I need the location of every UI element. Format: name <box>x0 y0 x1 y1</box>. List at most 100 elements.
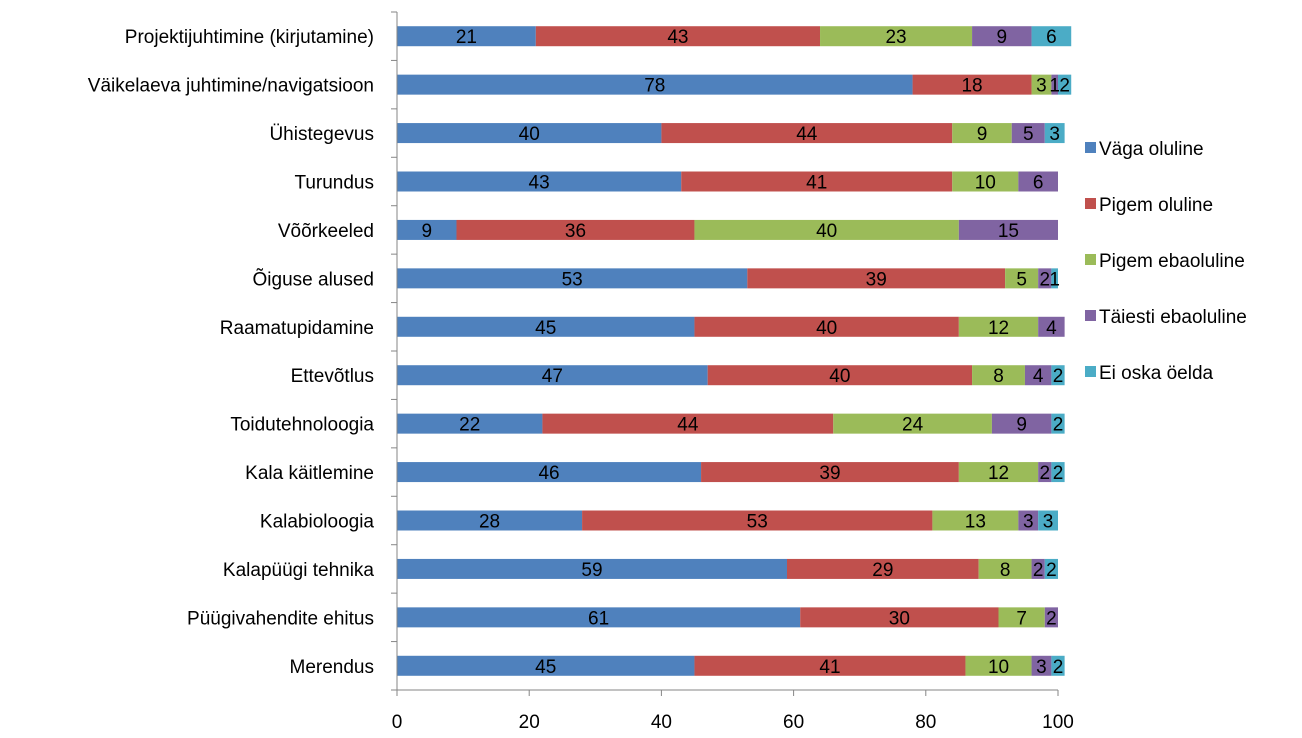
bar-segment <box>397 510 583 531</box>
bar-segment <box>535 26 821 47</box>
data-label: 30 <box>889 608 910 629</box>
data-label: 3 <box>1036 76 1047 97</box>
data-label: 21 <box>456 27 477 48</box>
data-label: 39 <box>866 269 887 290</box>
x-tick-label: 60 <box>783 712 804 733</box>
bar-segment <box>972 26 1032 47</box>
data-label: 23 <box>885 27 906 48</box>
bar-segment <box>694 219 959 240</box>
data-label: 4 <box>1033 366 1044 387</box>
data-label: 9 <box>1016 415 1027 436</box>
data-label: 43 <box>529 173 550 194</box>
data-label: 40 <box>816 221 837 242</box>
data-label: 47 <box>542 366 563 387</box>
data-label: 45 <box>535 318 556 339</box>
bar-segment <box>1044 558 1058 579</box>
data-label: 39 <box>819 463 840 484</box>
bar-segment <box>1044 123 1065 144</box>
data-label: 41 <box>819 657 840 678</box>
legend-swatch <box>1085 366 1096 377</box>
data-label: 78 <box>644 76 665 97</box>
bar-segment <box>397 74 913 95</box>
bar-segment <box>1051 655 1065 676</box>
data-label: 12 <box>988 463 1009 484</box>
data-label: 22 <box>459 415 480 436</box>
data-label: 6 <box>1046 27 1057 48</box>
category-label: Kalabioloogia <box>260 512 375 533</box>
x-tick-label: 80 <box>915 712 936 733</box>
bar-segment <box>958 462 1039 483</box>
bar-segment <box>1051 365 1065 386</box>
data-label: 5 <box>1023 124 1034 145</box>
bar-segment <box>694 316 959 337</box>
data-label: 2 <box>1039 463 1050 484</box>
category-label: Toidutehnoloogia <box>230 415 374 436</box>
data-label: 2 <box>1053 415 1064 436</box>
bar-segment <box>1051 74 1058 95</box>
bar-segment <box>701 462 959 483</box>
category-label: Turundus <box>294 173 374 194</box>
data-label: 2 <box>1046 608 1057 629</box>
bar-segment <box>681 171 953 192</box>
category-label: Kalapüügi tehnika <box>223 560 374 581</box>
bar-segment <box>1038 462 1052 483</box>
category-label: Õiguse alused <box>253 268 374 290</box>
bar-segment <box>694 655 966 676</box>
data-label: 46 <box>538 463 559 484</box>
data-label: 18 <box>961 76 982 97</box>
legend-label: Pigem oluline <box>1099 195 1213 216</box>
category-label: Raamatupidamine <box>220 318 374 339</box>
bar-segment <box>397 558 787 579</box>
bar-segment <box>912 74 1032 95</box>
category-label: Ettevõtlus <box>291 366 374 387</box>
data-label: 9 <box>997 27 1008 48</box>
bar-segment <box>397 655 695 676</box>
data-label: 61 <box>588 608 609 629</box>
category-label: Püügivahendite ehitus <box>187 608 374 629</box>
legend-swatch <box>1085 198 1096 209</box>
data-label: 24 <box>902 415 924 436</box>
legend-label: Pigem ebaoluline <box>1099 251 1245 272</box>
data-label: 40 <box>816 318 837 339</box>
bar-segment <box>397 26 536 47</box>
x-tick-label: 20 <box>519 712 540 733</box>
legend-swatch <box>1085 310 1096 321</box>
bar-segment <box>1024 365 1052 386</box>
bar-segment <box>1051 462 1065 483</box>
data-label: 3 <box>1036 657 1047 678</box>
bar-segment <box>786 558 979 579</box>
bar-segment <box>1038 510 1058 531</box>
bar-segment <box>932 510 1019 531</box>
bar-segment <box>397 219 457 240</box>
legend-label: Ei oska öelda <box>1099 363 1214 384</box>
bar-segment <box>1005 268 1039 289</box>
data-label: 8 <box>993 366 1004 387</box>
category-label: Väikelaeva juhtimine/navigatsioon <box>88 76 374 97</box>
x-tick-label: 100 <box>1042 712 1074 733</box>
bar-segment <box>965 655 1032 676</box>
bar-segment <box>1038 316 1065 337</box>
bar-segment <box>958 219 1058 240</box>
data-label: 9 <box>421 221 432 242</box>
data-label: 13 <box>965 512 986 533</box>
bar-segment <box>991 413 1052 434</box>
data-label: 15 <box>998 221 1019 242</box>
data-label: 44 <box>677 415 699 436</box>
data-label: 3 <box>1043 512 1054 533</box>
data-label: 41 <box>806 173 827 194</box>
bar-segment <box>1044 607 1058 628</box>
data-label: 2 <box>1046 560 1057 581</box>
legend-label: Täiesti ebaoluline <box>1099 307 1247 328</box>
data-label: 29 <box>872 560 893 581</box>
bar-segment <box>972 365 1025 386</box>
data-label: 45 <box>535 657 556 678</box>
axes-layer <box>391 11 1059 696</box>
bar-segment <box>1051 268 1058 289</box>
data-label: 6 <box>1033 173 1044 194</box>
bar-segment <box>1051 413 1065 434</box>
data-label: 3 <box>1023 512 1034 533</box>
bar-segment <box>952 171 1019 192</box>
data-label: 2 <box>1053 657 1064 678</box>
bar-segment <box>397 316 695 337</box>
